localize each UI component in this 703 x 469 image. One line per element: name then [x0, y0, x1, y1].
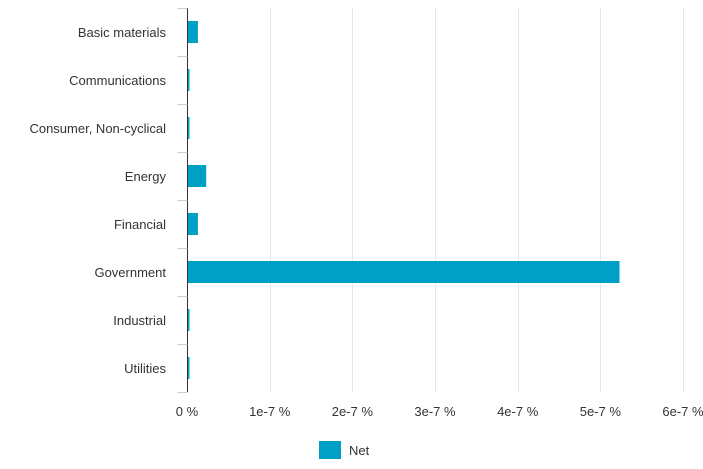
x-tick-label: 6e-7 % [662, 404, 703, 419]
legend-swatch[interactable] [319, 441, 341, 459]
category-label: Financial [114, 217, 166, 232]
bar-basic-materials[interactable] [188, 21, 198, 43]
category-label: Government [94, 265, 166, 280]
category-label: Industrial [113, 313, 166, 328]
legend[interactable]: Net [319, 441, 370, 459]
category-label: Consumer, Non-cyclical [29, 121, 166, 136]
legend-label[interactable]: Net [349, 443, 370, 458]
bar-government[interactable] [188, 261, 620, 283]
bar-industrial[interactable] [188, 309, 190, 331]
x-tick-label: 1e-7 % [249, 404, 291, 419]
x-tick-label: 0 % [176, 404, 199, 419]
bar-energy[interactable] [188, 165, 207, 187]
category-label: Energy [125, 169, 167, 184]
bar-communications[interactable] [188, 69, 190, 91]
axes [177, 8, 188, 393]
x-tick-label: 2e-7 % [332, 404, 374, 419]
grid-lines [270, 8, 684, 392]
bar-consumer-non-cyclical[interactable] [188, 117, 190, 139]
category-label: Communications [69, 73, 166, 88]
category-labels: Basic materials Communications Consumer, N… [29, 25, 166, 376]
bar-utilities[interactable] [188, 357, 190, 379]
x-tick-labels: 0 % 1e-7 % 2e-7 % 3e-7 % 4e-7 % 5e-7 % 6e-7 % [176, 404, 703, 419]
bars [188, 21, 620, 379]
x-tick-label: 3e-7 % [414, 404, 456, 419]
bar-financial[interactable] [188, 213, 198, 235]
x-tick-label: 4e-7 % [497, 404, 539, 419]
category-label: Basic materials [78, 25, 167, 40]
category-label: Utilities [124, 361, 166, 376]
x-tick-label: 5e-7 % [580, 404, 622, 419]
